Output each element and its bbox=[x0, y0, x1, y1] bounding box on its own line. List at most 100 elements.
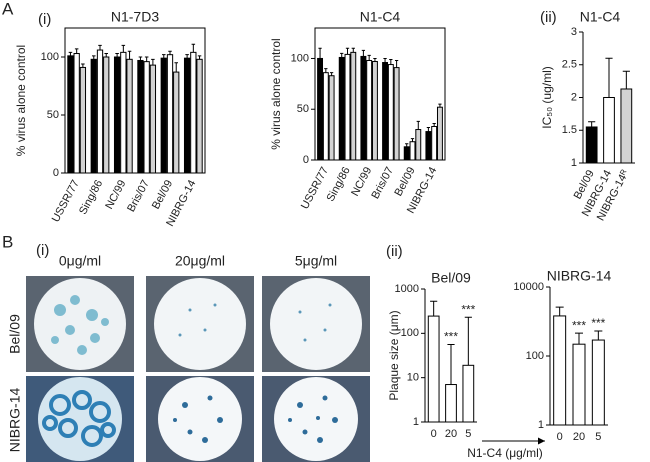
error-bar bbox=[345, 47, 350, 55]
bar bbox=[371, 61, 378, 161]
bar bbox=[137, 59, 144, 174]
bar bbox=[160, 57, 167, 174]
y-tick-label: 2 bbox=[571, 91, 577, 103]
error-bar bbox=[361, 49, 366, 57]
error-bar bbox=[340, 52, 344, 58]
error-bar bbox=[575, 332, 583, 345]
bar bbox=[350, 51, 357, 161]
bar bbox=[113, 56, 121, 174]
bar bbox=[196, 58, 203, 174]
error-bar bbox=[405, 143, 409, 147]
error-bar bbox=[197, 55, 202, 60]
error-bar bbox=[191, 43, 196, 53]
bar bbox=[415, 129, 422, 161]
concentration-label: 0μg/ml bbox=[59, 253, 101, 269]
error-bar bbox=[162, 54, 166, 59]
bar bbox=[173, 71, 180, 174]
error-bar bbox=[74, 48, 79, 54]
error-bar bbox=[622, 70, 630, 89]
significance-label: *** bbox=[461, 302, 475, 316]
plot-frame bbox=[314, 27, 446, 161]
bar bbox=[620, 88, 633, 164]
bar bbox=[427, 315, 440, 423]
chart-title: N1-C4 bbox=[580, 9, 621, 25]
chart-title: N1-7D3 bbox=[111, 9, 159, 25]
plot-frame bbox=[64, 27, 206, 174]
bar bbox=[462, 364, 475, 423]
error-bar bbox=[92, 55, 96, 60]
error-bar bbox=[432, 122, 436, 127]
sub-label: (i) bbox=[38, 11, 51, 28]
error-bar bbox=[68, 51, 73, 56]
bar bbox=[591, 339, 605, 426]
error-bar bbox=[410, 138, 415, 142]
x-tick-label: 20 bbox=[573, 431, 585, 443]
y-tick-label: 100 bbox=[526, 350, 544, 362]
strain-label: NIBRG-14 bbox=[7, 388, 23, 453]
error-bar bbox=[394, 59, 399, 68]
bar bbox=[183, 57, 191, 174]
significance-label: *** bbox=[444, 330, 458, 344]
y-axis-title: % virus alone control bbox=[269, 38, 283, 149]
chart-title: N1-C4 bbox=[360, 9, 401, 25]
error-bar bbox=[115, 53, 119, 57]
x-tick-label: NC/99 bbox=[103, 178, 128, 211]
error-bar bbox=[138, 56, 143, 61]
bar bbox=[90, 58, 97, 174]
bar bbox=[393, 67, 400, 161]
arrow-head bbox=[538, 437, 545, 445]
bar bbox=[425, 131, 432, 161]
bar bbox=[572, 343, 586, 426]
x-tick-label: 0 bbox=[431, 428, 437, 440]
y-tick-label: 0 bbox=[53, 167, 59, 179]
x-tick-label: 5 bbox=[595, 431, 601, 443]
bar bbox=[79, 66, 87, 174]
error-bar bbox=[324, 68, 328, 73]
y-tick-label: 10 bbox=[407, 372, 419, 384]
panel-label: B bbox=[2, 232, 13, 251]
error-bar bbox=[174, 62, 178, 73]
error-bar bbox=[185, 54, 189, 59]
bar bbox=[403, 146, 410, 161]
bar bbox=[120, 51, 127, 174]
significance-label: *** bbox=[572, 318, 586, 332]
bar bbox=[382, 62, 389, 161]
bar bbox=[553, 315, 567, 426]
x-axis-title: N1-C4 (μg/ml) bbox=[467, 446, 543, 460]
y-tick-label: 3 bbox=[571, 26, 577, 38]
bar bbox=[67, 55, 74, 174]
bar bbox=[360, 55, 367, 161]
bar bbox=[166, 54, 174, 174]
y-tick-label: 1.5 bbox=[562, 124, 577, 136]
bar bbox=[436, 106, 443, 161]
error-bar bbox=[426, 127, 431, 132]
error-bar bbox=[605, 57, 613, 98]
error-bar bbox=[447, 343, 455, 385]
error-bar bbox=[329, 72, 334, 76]
y-tick-label: 50 bbox=[297, 103, 309, 115]
significance-label: *** bbox=[591, 316, 605, 330]
error-bar bbox=[555, 306, 564, 316]
chart-title: Bel/09 bbox=[431, 270, 471, 286]
error-bar bbox=[168, 50, 172, 55]
error-bar bbox=[416, 120, 420, 130]
bar bbox=[445, 384, 457, 423]
error-bar bbox=[351, 47, 355, 53]
error-bar bbox=[373, 57, 377, 62]
strain-label: Bel/09 bbox=[7, 314, 23, 354]
bar bbox=[126, 58, 133, 174]
bar bbox=[143, 61, 150, 174]
y-tick-label: 1 bbox=[538, 419, 544, 431]
bar bbox=[73, 53, 80, 174]
y-tick-label: 1000 bbox=[395, 283, 419, 295]
y-tick-label: 0 bbox=[303, 154, 309, 166]
concentration-label: 20μg/ml bbox=[175, 253, 225, 269]
bar bbox=[387, 64, 394, 161]
y-tick-label: 2.5 bbox=[562, 59, 577, 71]
bar bbox=[585, 126, 598, 164]
x-tick-label: Bel/09 bbox=[150, 178, 175, 211]
bar bbox=[149, 64, 157, 174]
bar bbox=[409, 141, 416, 161]
x-tick-label: Bris/07 bbox=[125, 178, 152, 214]
